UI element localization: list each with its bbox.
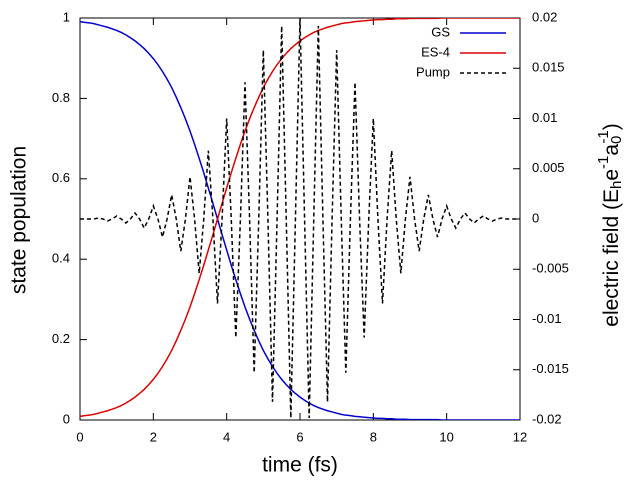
x-axis-label: time (fs) [262, 454, 338, 477]
y2-tick-label: -0.02 [532, 411, 562, 426]
series-line [80, 18, 520, 418]
legend-label: Pump [416, 64, 450, 79]
y2-tick-label: 0.01 [532, 110, 557, 125]
y2-tick-label: -0.005 [532, 261, 569, 276]
series-line [80, 20, 520, 420]
plot-frame [79, 17, 521, 421]
y-tick-label: 0.2 [52, 331, 70, 346]
y-tick-label: 0.8 [52, 90, 70, 105]
y2-label-part: ) [600, 123, 623, 130]
y2-label-part: a [600, 144, 623, 156]
y-tick-label: 0.4 [52, 251, 70, 266]
y2-tick-label: -0.01 [532, 311, 562, 326]
legend-label: ES-4 [421, 44, 450, 59]
y2-axis-label: electric field (Ehe-1a0-1) [595, 123, 625, 326]
x-tick-label: 10 [439, 429, 453, 444]
y2-tick-label: 0.015 [532, 60, 565, 75]
x-tick-label: 8 [370, 429, 377, 444]
y2-tick-label: 0.005 [532, 160, 565, 175]
y2-label-part: e [600, 169, 623, 181]
y2-tick-label: -0.015 [532, 361, 569, 376]
y2-label-part: -1 [595, 130, 612, 143]
x-tick-label: 2 [150, 429, 157, 444]
y2-label-part: -1 [595, 156, 612, 169]
x-tick-label: 4 [223, 429, 230, 444]
legend-label: GS [431, 24, 450, 39]
plot-area [80, 18, 520, 420]
y-tick-label: 1 [63, 9, 70, 24]
y-axis-label: state population [8, 146, 31, 294]
x-tick-label: 6 [296, 429, 303, 444]
y2-label-part: electric field (E [600, 189, 623, 327]
x-tick-label: 12 [513, 429, 527, 444]
y2-tick-label: 0 [532, 210, 539, 225]
y2-label-part: 0 [608, 136, 625, 144]
y-tick-label: 0 [63, 411, 70, 426]
y-tick-label: 0.6 [52, 170, 70, 185]
y2-label-part: h [608, 181, 625, 189]
x-tick-label: 0 [76, 429, 83, 444]
series-line [80, 18, 520, 419]
y2-tick-label: 0.02 [532, 9, 557, 24]
